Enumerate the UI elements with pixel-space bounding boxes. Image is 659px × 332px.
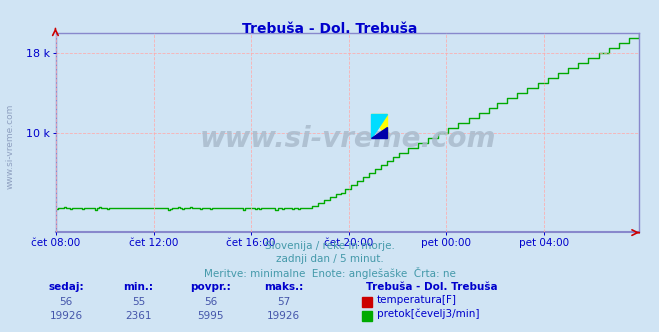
Text: zadnji dan / 5 minut.: zadnji dan / 5 minut. bbox=[275, 254, 384, 264]
Text: Slovenija / reke in morje.: Slovenija / reke in morje. bbox=[264, 241, 395, 251]
Text: pretok[čevelj3/min]: pretok[čevelj3/min] bbox=[377, 309, 480, 319]
Text: www.si-vreme.com: www.si-vreme.com bbox=[5, 103, 14, 189]
Text: maks.:: maks.: bbox=[264, 283, 303, 292]
Polygon shape bbox=[371, 114, 387, 138]
Text: Trebuša - Dol. Trebuša: Trebuša - Dol. Trebuša bbox=[242, 22, 417, 36]
Text: 56: 56 bbox=[204, 297, 217, 307]
Text: min.:: min.: bbox=[123, 283, 154, 292]
Text: 5995: 5995 bbox=[198, 311, 224, 321]
Text: povpr.:: povpr.: bbox=[190, 283, 231, 292]
Text: www.si-vreme.com: www.si-vreme.com bbox=[200, 125, 496, 153]
Text: temperatura[F]: temperatura[F] bbox=[377, 295, 457, 305]
Text: Meritve: minimalne  Enote: anglešaške  Črta: ne: Meritve: minimalne Enote: anglešaške Črt… bbox=[204, 267, 455, 279]
Text: 57: 57 bbox=[277, 297, 290, 307]
Text: 2361: 2361 bbox=[125, 311, 152, 321]
Text: 19926: 19926 bbox=[267, 311, 300, 321]
Text: sedaj:: sedaj: bbox=[48, 283, 84, 292]
Polygon shape bbox=[371, 114, 387, 138]
Text: Trebuša - Dol. Trebuša: Trebuša - Dol. Trebuša bbox=[366, 283, 498, 292]
Text: 19926: 19926 bbox=[49, 311, 82, 321]
Text: 55: 55 bbox=[132, 297, 145, 307]
Text: 56: 56 bbox=[59, 297, 72, 307]
Polygon shape bbox=[371, 127, 387, 138]
